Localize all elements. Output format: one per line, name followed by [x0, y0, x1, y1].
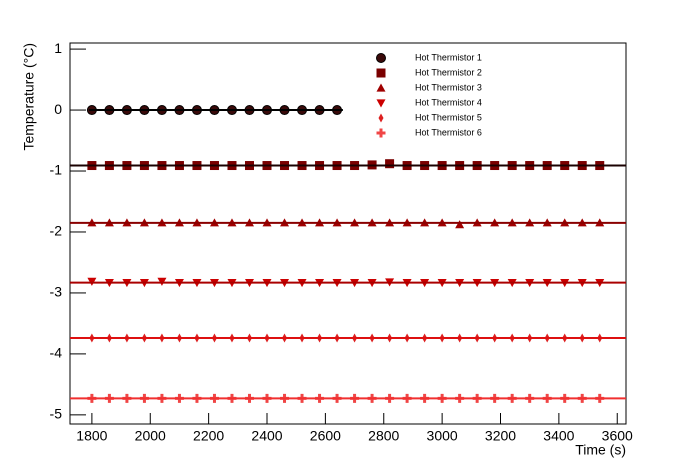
- x-tick-label: 2200: [193, 428, 224, 444]
- x-tick-label: 2400: [251, 428, 282, 444]
- legend-marker: [376, 83, 386, 92]
- legend-marker: [378, 113, 384, 123]
- x-tick-label: 2000: [135, 428, 166, 444]
- legend-marker: [376, 53, 386, 63]
- x-tick-label: 2800: [368, 428, 399, 444]
- x-axis-title: Time (s): [575, 442, 626, 458]
- legend-label: Hot Thermistor 6: [415, 127, 482, 137]
- legend-label: Hot Thermistor 4: [415, 97, 482, 107]
- legend-label: Hot Thermistor 2: [415, 67, 482, 77]
- y-tick-label: -5: [50, 406, 63, 422]
- y-tick-label: -4: [50, 345, 63, 361]
- x-tick-label: 1800: [76, 428, 107, 444]
- y-tick-label: -3: [50, 284, 63, 300]
- x-tick-label: 3400: [543, 428, 574, 444]
- x-tick-label: 3600: [602, 428, 633, 444]
- y-axis-title: Temperature (°C): [21, 43, 37, 151]
- x-tick-label: 3000: [427, 428, 458, 444]
- y-tick-label: -1: [50, 162, 63, 178]
- legend-label: Hot Thermistor 5: [415, 112, 482, 122]
- y-tick-label: -2: [50, 223, 63, 239]
- y-tick-label: 0: [54, 101, 62, 117]
- point: [385, 159, 395, 169]
- y-tick-label: 1: [54, 40, 62, 56]
- point: [455, 220, 465, 229]
- legend-marker: [376, 68, 386, 78]
- legend-marker: [376, 99, 386, 108]
- legend-label: Hot Thermistor 3: [415, 82, 482, 92]
- legend-label: Hot Thermistor 1: [415, 52, 482, 62]
- plot-frame: [69, 42, 627, 425]
- x-tick-label: 3200: [485, 428, 516, 444]
- x-tick-label: 2600: [310, 428, 341, 444]
- legend-marker: [376, 128, 386, 138]
